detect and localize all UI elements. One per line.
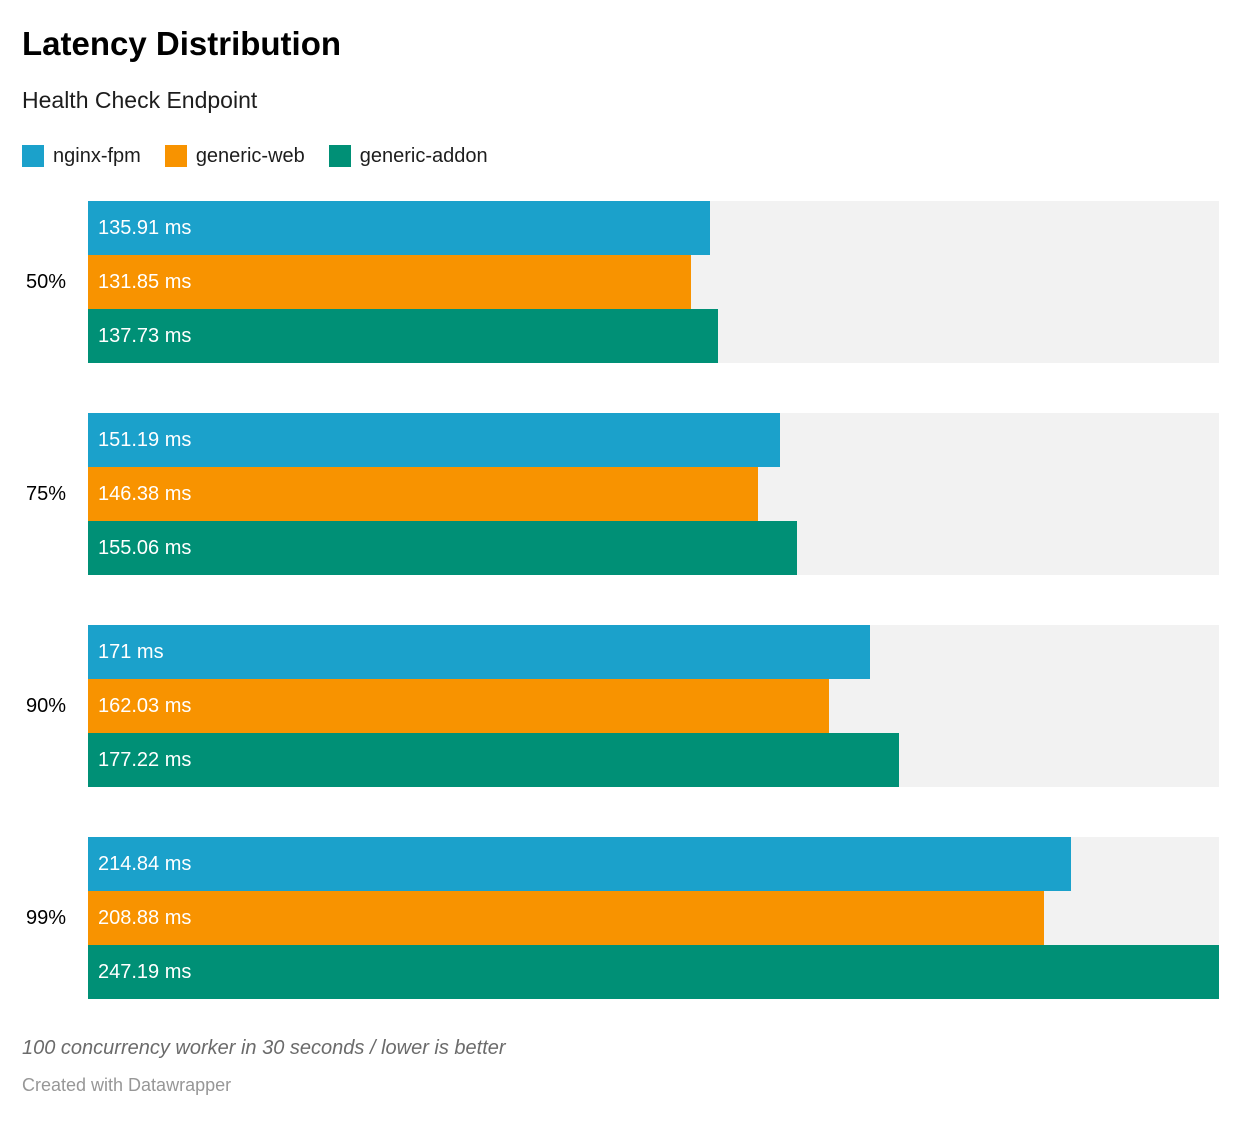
bar-row: 137.73 ms [88,309,1219,363]
category-label: 99% [25,906,66,929]
legend: nginx-fpm generic-web generic-addon [22,144,1219,168]
bar-generic-addon: 177.22 ms [88,733,899,787]
legend-item-nginx-fpm: nginx-fpm [22,145,141,168]
bar-row: 155.06 ms [88,521,1219,575]
bar-nginx-fpm: 214.84 ms [88,837,1071,891]
bar-row: 146.38 ms [88,467,1219,521]
bar-row: 208.88 ms [88,891,1219,945]
category-label: 75% [25,482,66,505]
bar-track: 171 ms 162.03 ms 177.22 ms [88,625,1219,787]
bar-track: 214.84 ms 208.88 ms 247.19 ms [88,837,1219,999]
bar-value-label: 214.84 ms [98,852,192,875]
legend-label: generic-web [195,144,305,167]
bar-generic-web: 131.85 ms [88,255,692,309]
bar-value-label: 146.38 ms [98,482,192,505]
legend-label: generic-addon [359,144,488,167]
bar-value-label: 151.19 ms [98,428,192,451]
bar-value-label: 131.85 ms [98,270,192,293]
bar-generic-addon: 247.19 ms [88,945,1219,999]
bar-row: 131.85 ms [88,255,1219,309]
category-label: 90% [25,694,66,717]
bar-value-label: 177.22 ms [98,748,192,771]
bar-generic-addon: 155.06 ms [88,521,798,575]
bar-value-label: 208.88 ms [98,906,192,929]
bar-chart: 50% 135.91 ms 131.85 ms 137.73 ms 75% 151.19 … [22,201,1219,999]
legend-swatch-icon [22,145,44,167]
bar-generic-web: 146.38 ms [88,467,758,521]
bar-generic-web: 208.88 ms [88,891,1044,945]
footer-note: 100 concurrency worker in 30 seconds / l… [22,1037,506,1059]
bar-nginx-fpm: 171 ms [88,625,871,679]
bar-nginx-fpm: 135.91 ms [88,201,710,255]
bar-value-label: 162.03 ms [98,694,192,717]
bar-row: 151.19 ms [88,413,1219,467]
legend-item-generic-web: generic-web [164,144,305,168]
bar-row: 177.22 ms [88,733,1219,787]
bar-row: 171 ms [88,625,1219,679]
bar-row: 214.84 ms [88,837,1219,891]
chart-subtitle: Health Check Endpoint [22,87,258,113]
bar-group: 99% 214.84 ms 208.88 ms 247.19 ms [22,837,1219,999]
bar-value-label: 171 ms [98,640,164,663]
legend-label: nginx-fpm [53,144,141,167]
bar-value-label: 135.91 ms [98,216,192,239]
bar-group: 50% 135.91 ms 131.85 ms 137.73 ms [22,201,1219,363]
chart-title: Latency Distribution [22,25,342,62]
bar-group: 75% 151.19 ms 146.38 ms 155.06 ms [22,413,1219,575]
legend-item-generic-addon: generic-addon [328,144,488,168]
bar-row: 135.91 ms [88,201,1219,255]
legend-swatch-icon [328,145,351,167]
category-label: 50% [25,270,66,293]
bar-generic-web: 162.03 ms [88,679,830,733]
bar-track: 135.91 ms 131.85 ms 137.73 ms [88,201,1219,363]
bar-track: 151.19 ms 146.38 ms 155.06 ms [88,413,1219,575]
bar-row: 162.03 ms [88,679,1219,733]
footer: 100 concurrency worker in 30 seconds / l… [22,1037,1219,1096]
bar-value-label: 155.06 ms [98,536,192,559]
bar-row: 247.19 ms [88,945,1219,999]
bar-generic-addon: 137.73 ms [88,309,719,363]
datawrapper-credit: Created with Datawrapper [22,1075,232,1095]
bar-nginx-fpm: 151.19 ms [88,413,780,467]
bar-group: 90% 171 ms 162.03 ms 177.22 ms [22,625,1219,787]
legend-swatch-icon [164,145,187,167]
bar-value-label: 137.73 ms [98,324,192,347]
bar-value-label: 247.19 ms [98,960,192,983]
